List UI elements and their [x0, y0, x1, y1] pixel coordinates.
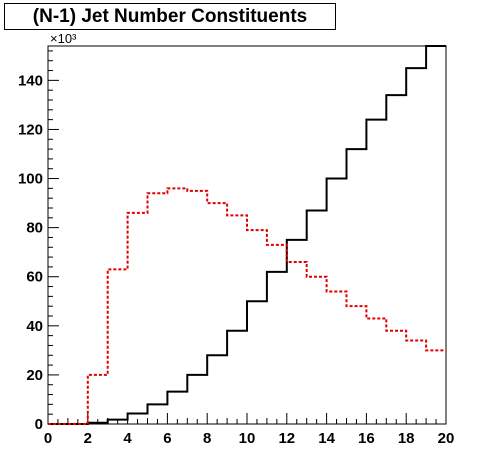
x-tick-label: 20: [438, 430, 455, 447]
y-tick-label: 40: [26, 318, 43, 335]
axes: 0 2 4 6 8 10 12 14 16 18 20 0 20 40 60 80 100 120 140: [18, 50, 455, 447]
y-tick-label: 20: [26, 367, 43, 384]
x-tick-label: 14: [318, 430, 335, 447]
y-tick-label: 120: [18, 121, 43, 138]
y-tick-label: 60: [26, 269, 43, 286]
x-tick-label: 18: [398, 430, 415, 447]
x-tick-label: 0: [44, 430, 52, 447]
y-tick-label: 140: [18, 72, 43, 89]
y-multiplier-label: ×10³: [50, 31, 77, 46]
x-tick-label: 4: [123, 430, 132, 447]
x-tick-label: 8: [203, 430, 211, 447]
x-tick-label: 2: [84, 430, 92, 447]
x-tick-label: 10: [239, 430, 256, 447]
series-1-step-line: [48, 187, 446, 425]
title-box: (N-1) Jet Number Constituents: [4, 3, 336, 30]
x-tick-label: 16: [358, 430, 375, 447]
series-group: [48, 45, 446, 425]
x-tick-label: 6: [163, 430, 171, 447]
y-tick-label: 100: [18, 171, 43, 188]
series-0-step-line: [48, 45, 446, 425]
y-tick-label: 0: [35, 416, 43, 433]
y-tick-label: 80: [26, 220, 43, 237]
chart-title: (N-1) Jet Number Constituents: [32, 6, 308, 27]
x-tick-label: 12: [278, 430, 295, 447]
